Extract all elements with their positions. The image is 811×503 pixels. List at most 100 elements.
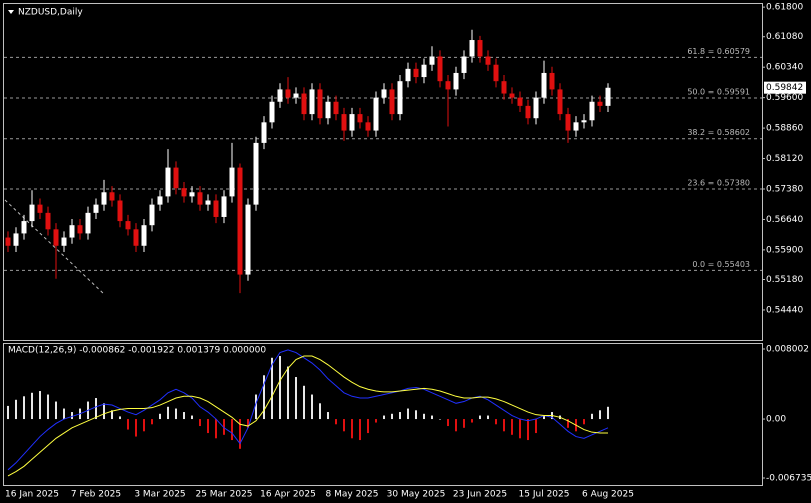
candle-body xyxy=(165,167,171,197)
candle-body xyxy=(293,93,299,98)
macd-bar xyxy=(511,419,513,435)
y-tick-label: -0.006735 xyxy=(766,473,811,483)
candle-body xyxy=(357,114,363,123)
macd-bar xyxy=(175,408,177,420)
macd-bar xyxy=(135,419,137,437)
candle-body xyxy=(405,68,411,82)
price-panel xyxy=(3,3,763,341)
x-tick-label: 7 Feb 2025 xyxy=(71,490,121,500)
macd-bar xyxy=(39,391,41,420)
candle-body xyxy=(429,56,435,65)
candle-body xyxy=(213,200,219,217)
macd-bar xyxy=(487,415,489,420)
macd-bar xyxy=(399,412,401,420)
macd-bar xyxy=(503,419,505,432)
candle-body xyxy=(69,225,75,238)
candle-body xyxy=(117,200,123,222)
macd-line xyxy=(7,349,609,471)
candle-body xyxy=(229,167,235,197)
candle-body xyxy=(189,192,195,197)
macd-bar xyxy=(111,410,113,420)
macd-bar xyxy=(583,419,585,425)
candle-body xyxy=(221,196,227,217)
x-tick-label: 16 Jan 2025 xyxy=(5,490,59,500)
candle-body xyxy=(461,56,467,73)
candle-body xyxy=(501,81,507,94)
macd-bar xyxy=(207,419,209,434)
candle-body xyxy=(421,64,427,78)
macd-bar xyxy=(439,419,441,420)
candle-body xyxy=(557,89,563,115)
candle-body xyxy=(109,192,115,201)
candle-body xyxy=(469,40,475,57)
candle-body xyxy=(373,97,379,131)
macd-bar xyxy=(519,419,521,439)
macd-bar xyxy=(431,415,433,420)
candle-body xyxy=(573,122,579,131)
macd-bar xyxy=(255,394,257,420)
y-tick-label: 0.55180 xyxy=(766,275,803,285)
macd-bar xyxy=(495,419,497,425)
candle-body xyxy=(341,114,347,131)
macd-bar xyxy=(127,419,129,430)
candle-body xyxy=(453,72,459,90)
fib-label: 61.8 = 0.60579 xyxy=(687,47,750,56)
macd-bar xyxy=(31,392,33,420)
y-tick-label: 0.61080 xyxy=(766,32,803,42)
candle-body xyxy=(325,101,331,119)
macd-bar xyxy=(407,408,409,420)
macd-bar xyxy=(151,419,153,425)
macd-bar xyxy=(295,377,297,420)
macd-bar xyxy=(15,399,17,420)
macd-bar xyxy=(599,410,601,420)
macd-bar xyxy=(391,413,393,420)
macd-bar xyxy=(375,419,377,423)
macd-bar xyxy=(479,415,481,420)
candle-body xyxy=(589,101,595,121)
candle-body xyxy=(397,81,403,115)
macd-bar xyxy=(359,419,361,441)
candle-body xyxy=(517,97,523,106)
candle-body xyxy=(317,89,323,119)
macd-bar xyxy=(591,413,593,420)
candle-body xyxy=(365,122,371,131)
candle-body xyxy=(253,142,259,205)
signal-line xyxy=(7,355,608,477)
macd-bar xyxy=(7,405,9,420)
macd-bar xyxy=(95,398,97,420)
candle-body xyxy=(101,192,107,205)
candle-body xyxy=(413,68,419,78)
candle-body xyxy=(477,40,483,57)
x-tick-label: 16 Apr 2025 xyxy=(260,490,316,500)
x-tick-label: 30 May 2025 xyxy=(387,490,446,500)
menu-arrow xyxy=(8,10,14,14)
macd-bar xyxy=(543,415,545,420)
candle-body xyxy=(277,89,283,102)
candle-body xyxy=(261,122,267,143)
candle-body xyxy=(85,212,91,234)
candle-body xyxy=(525,105,531,119)
macd-bar xyxy=(223,419,225,435)
candle-body xyxy=(549,72,555,90)
macd-bar xyxy=(367,419,369,434)
candle-body xyxy=(197,192,203,205)
fib-label: 50.0 = 0.59591 xyxy=(687,88,750,97)
macd-bar xyxy=(567,419,569,428)
x-tick-label: 15 Jul 2025 xyxy=(519,490,570,500)
y-tick-label: 0.56640 xyxy=(766,215,803,225)
candle-body xyxy=(509,93,515,98)
candle-body xyxy=(77,225,83,234)
candle-body xyxy=(493,64,499,82)
candle-body xyxy=(597,101,603,106)
macd-bar xyxy=(279,356,281,420)
fib-label: 0.0 = 0.55403 xyxy=(692,260,750,269)
macd-bar xyxy=(343,419,345,432)
macd-title: MACD(12,26,9) -0.000862 -0.001922 0.0013… xyxy=(8,346,266,356)
candle-body xyxy=(309,89,315,115)
macd-bar xyxy=(183,412,185,420)
x-tick-label: 23 Jun 2025 xyxy=(453,490,507,500)
macd-bar xyxy=(463,419,465,428)
macd-bar xyxy=(535,419,537,434)
macd-bar xyxy=(447,419,449,427)
